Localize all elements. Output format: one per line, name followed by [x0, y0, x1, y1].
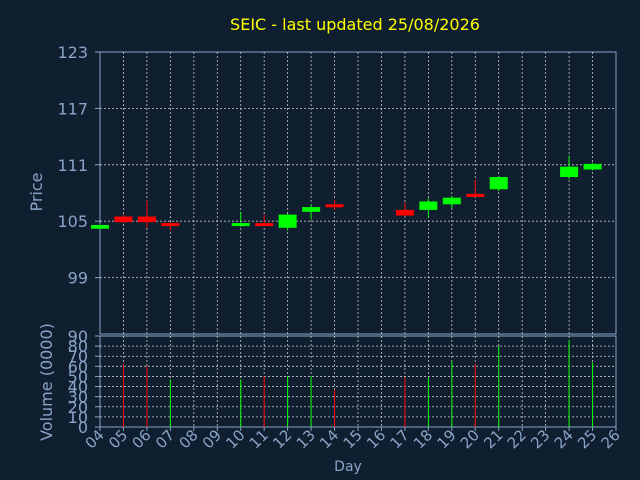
day-tick-label: 14 [316, 426, 342, 452]
day-tick-label: 10 [222, 426, 248, 452]
volume-tick-label: 40 [68, 378, 88, 397]
day-tick-label: 19 [433, 426, 459, 452]
price-tick-label: 117 [57, 99, 88, 118]
volume-tick-label: 10 [68, 408, 88, 427]
price-tick-label: 99 [68, 269, 88, 288]
day-axis-label: Day [334, 459, 362, 475]
chart-title: SEIC - last updated 25/08/2026 [230, 15, 480, 34]
volume-tick-label: 80 [68, 337, 88, 356]
day-tick-label: 09 [199, 426, 225, 452]
candle-body [302, 207, 321, 212]
volume-tick-label: 30 [68, 388, 88, 407]
day-tick-label: 06 [129, 426, 155, 452]
price-tick-label: 123 [57, 43, 88, 62]
day-tick-label: 05 [105, 426, 131, 452]
candle-body [466, 193, 485, 197]
candle-body [91, 224, 109, 229]
candle-body [489, 177, 508, 190]
price-tick-label: 111 [57, 156, 88, 175]
candle-body [114, 216, 133, 223]
price-axis-label: Price [27, 172, 46, 211]
candle-body [419, 201, 438, 210]
candle-body [560, 166, 579, 178]
day-tick-label: 17 [387, 426, 413, 452]
candle-body [442, 197, 461, 205]
candle-body [161, 223, 180, 227]
volume-tick-label: 90 [68, 327, 88, 346]
price-panel: 123 117 111 105 99 [57, 43, 617, 335]
volume-axis-label: Volume (0000) [37, 323, 56, 441]
day-tick-label: 18 [410, 426, 436, 452]
day-tick-label: 20 [457, 426, 483, 452]
candle-body [395, 209, 414, 216]
candle-body [583, 163, 602, 170]
day-tick-label: 15 [340, 426, 366, 452]
day-tick-label: 08 [175, 426, 201, 452]
day-tick-label: 12 [269, 426, 295, 452]
volume-tick-label: 0 [78, 418, 88, 437]
day-tick-label: 25 [574, 426, 600, 452]
day-axis: 0405060708091011121314151617181920212223… [82, 426, 624, 452]
volume-tick-label: 20 [68, 398, 88, 417]
price-tick-label: 105 [57, 212, 88, 231]
day-tick-label: 11 [246, 426, 272, 452]
day-tick-label: 23 [527, 426, 553, 452]
candle-body [137, 216, 156, 223]
candle-body [255, 223, 274, 227]
volume-tick-label: 70 [68, 347, 88, 366]
day-tick-label: 21 [480, 426, 506, 452]
candle-body [278, 214, 297, 228]
day-tick-label: 13 [293, 426, 319, 452]
day-tick-label: 22 [504, 426, 530, 452]
volume-tick-label: 50 [68, 367, 88, 386]
day-tick-label: 24 [551, 426, 577, 452]
day-tick-label: 07 [152, 426, 178, 452]
candle-body [231, 223, 250, 227]
candle-body [325, 204, 344, 208]
day-tick-label: 26 [598, 426, 624, 452]
day-tick-label: 16 [363, 426, 389, 452]
volume-tick-label: 60 [68, 357, 88, 376]
